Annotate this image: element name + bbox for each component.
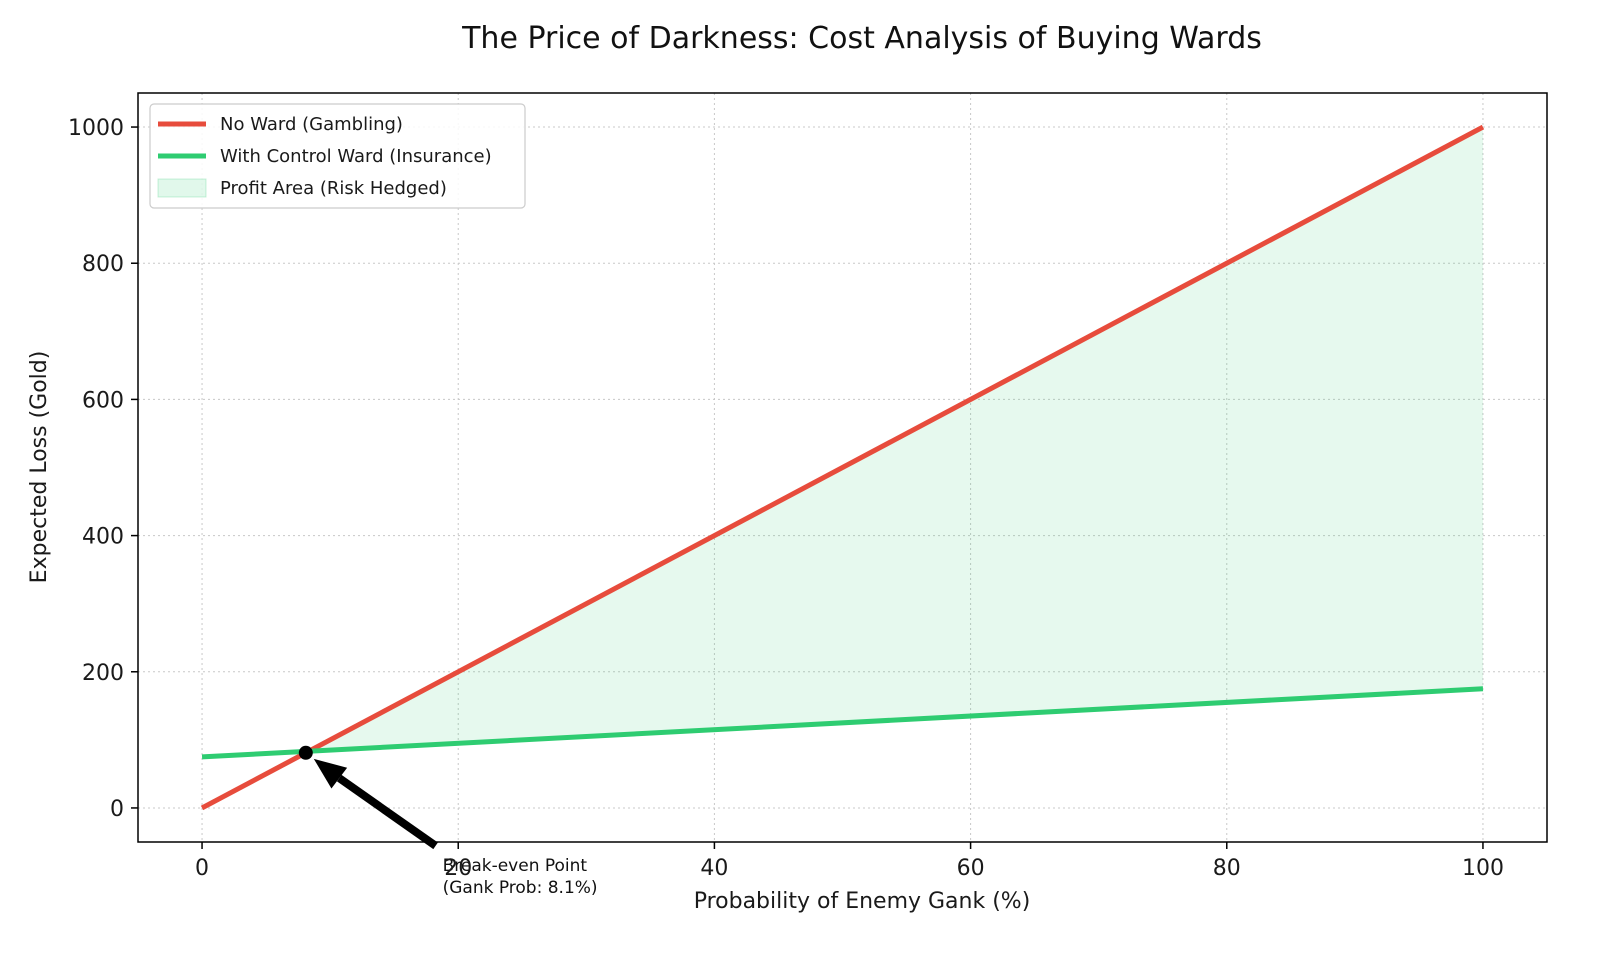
x-tick-label: 20	[444, 856, 472, 881]
x-axis-label: Probability of Enemy Gank (%)	[694, 889, 1031, 914]
chart-title: The Price of Darkness: Cost Analysis of …	[461, 21, 1262, 56]
break-even-marker	[298, 745, 313, 760]
series-layer	[200, 124, 1485, 811]
y-tick-label: 400	[82, 525, 124, 550]
y-tick-label: 600	[82, 388, 124, 413]
series-line-2	[201, 686, 1484, 760]
x-tick-label: 80	[1213, 856, 1241, 881]
legend-box	[149, 103, 526, 209]
y-tick-label: 1000	[68, 116, 124, 141]
y-tick-label: 200	[82, 661, 124, 686]
x-tick-label: 100	[1462, 856, 1504, 881]
x-tick-label: 60	[957, 856, 985, 881]
legend-label-2: With Control Ward (Insurance)	[220, 146, 492, 167]
legend-label-1: No Ward (Gambling)	[220, 114, 403, 135]
annotation-arrow-head	[313, 758, 348, 789]
annotation-text-line-2: (Gank Prob: 8.1%)	[443, 878, 598, 898]
annotation-text-line-1: Break-even Point	[443, 856, 588, 876]
y-axis-label: Expected Loss (Gold)	[27, 351, 52, 584]
annotation: Break-even Point(Gank Prob: 8.1%)	[298, 745, 598, 898]
annotation-arrow-shaft	[336, 774, 438, 850]
legend-swatch-fill	[157, 178, 207, 198]
x-tick-label: 40	[700, 856, 728, 881]
y-tick-label: 800	[82, 252, 124, 277]
series-line-1	[200, 124, 1485, 811]
plot-frame	[137, 92, 1548, 843]
x-tick-label: 0	[195, 856, 209, 881]
legend-label-fill: Profit Area (Risk Hedged)	[220, 178, 447, 199]
y-tick-label: 0	[110, 797, 124, 822]
legend: No Ward (Gambling) With Control Ward (Ins…	[149, 103, 526, 209]
